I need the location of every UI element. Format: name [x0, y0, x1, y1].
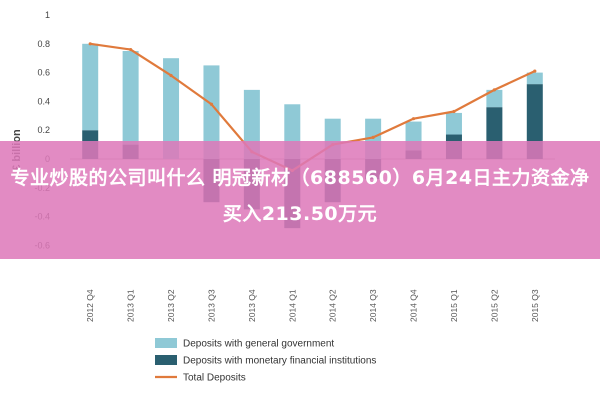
point-total-deposits: [209, 102, 214, 106]
legend-label: Deposits with general government: [183, 339, 334, 350]
point-total-deposits: [88, 42, 92, 46]
point-total-deposits: [533, 69, 537, 73]
x-tick-label: 2013 Q2: [166, 289, 176, 322]
x-tick-label: 2014 Q1: [287, 289, 297, 322]
x-tick-label: 2015 Q3: [530, 289, 540, 322]
banner-title: 专业炒股的公司叫什么 明冠新材（688560）6月24日主力资金净买入213.5…: [10, 167, 590, 225]
y-tick-label: 0.6: [37, 68, 50, 78]
x-tick-label: 2014 Q4: [409, 289, 419, 322]
point-total-deposits: [492, 88, 496, 92]
bar-government-deposits: [445, 112, 462, 135]
x-tick-label: 2014 Q2: [328, 289, 338, 322]
bar-government-deposits: [203, 65, 220, 159]
x-tick-label: 2013 Q1: [126, 289, 136, 322]
legend-label: Total Deposits: [183, 373, 246, 384]
bar-government-deposits: [526, 72, 543, 85]
point-total-deposits: [371, 135, 375, 139]
y-tick-label: 0.8: [37, 39, 50, 49]
legend-swatch-bar: [155, 338, 177, 348]
point-total-deposits: [452, 109, 456, 114]
banner-overlay: [0, 141, 600, 259]
legend-label: Deposits with monetary financial institu…: [183, 356, 376, 367]
y-tick-label: 0.4: [37, 96, 50, 106]
y-tick-label: 0.2: [37, 125, 50, 135]
bar-government-deposits: [163, 58, 180, 160]
bar-government-deposits: [122, 51, 139, 145]
x-tick-label: 2013 Q3: [206, 289, 216, 322]
legend-swatch-bar: [155, 355, 177, 365]
x-tick-label: 2015 Q2: [489, 289, 499, 322]
point-total-deposits: [411, 117, 416, 121]
y-tick-label: 1: [45, 10, 50, 20]
x-tick-label: 2015 Q1: [449, 289, 459, 322]
point-total-deposits: [129, 47, 133, 52]
bar-government-deposits: [486, 89, 503, 108]
x-tick-label: 2012 Q4: [85, 289, 95, 322]
point-total-deposits: [169, 73, 173, 78]
x-tick-label: 2013 Q4: [247, 289, 257, 322]
bar-mfi-deposits: [526, 84, 543, 159]
x-tick-label: 2014 Q3: [368, 289, 378, 322]
bar-government-deposits: [82, 43, 99, 131]
